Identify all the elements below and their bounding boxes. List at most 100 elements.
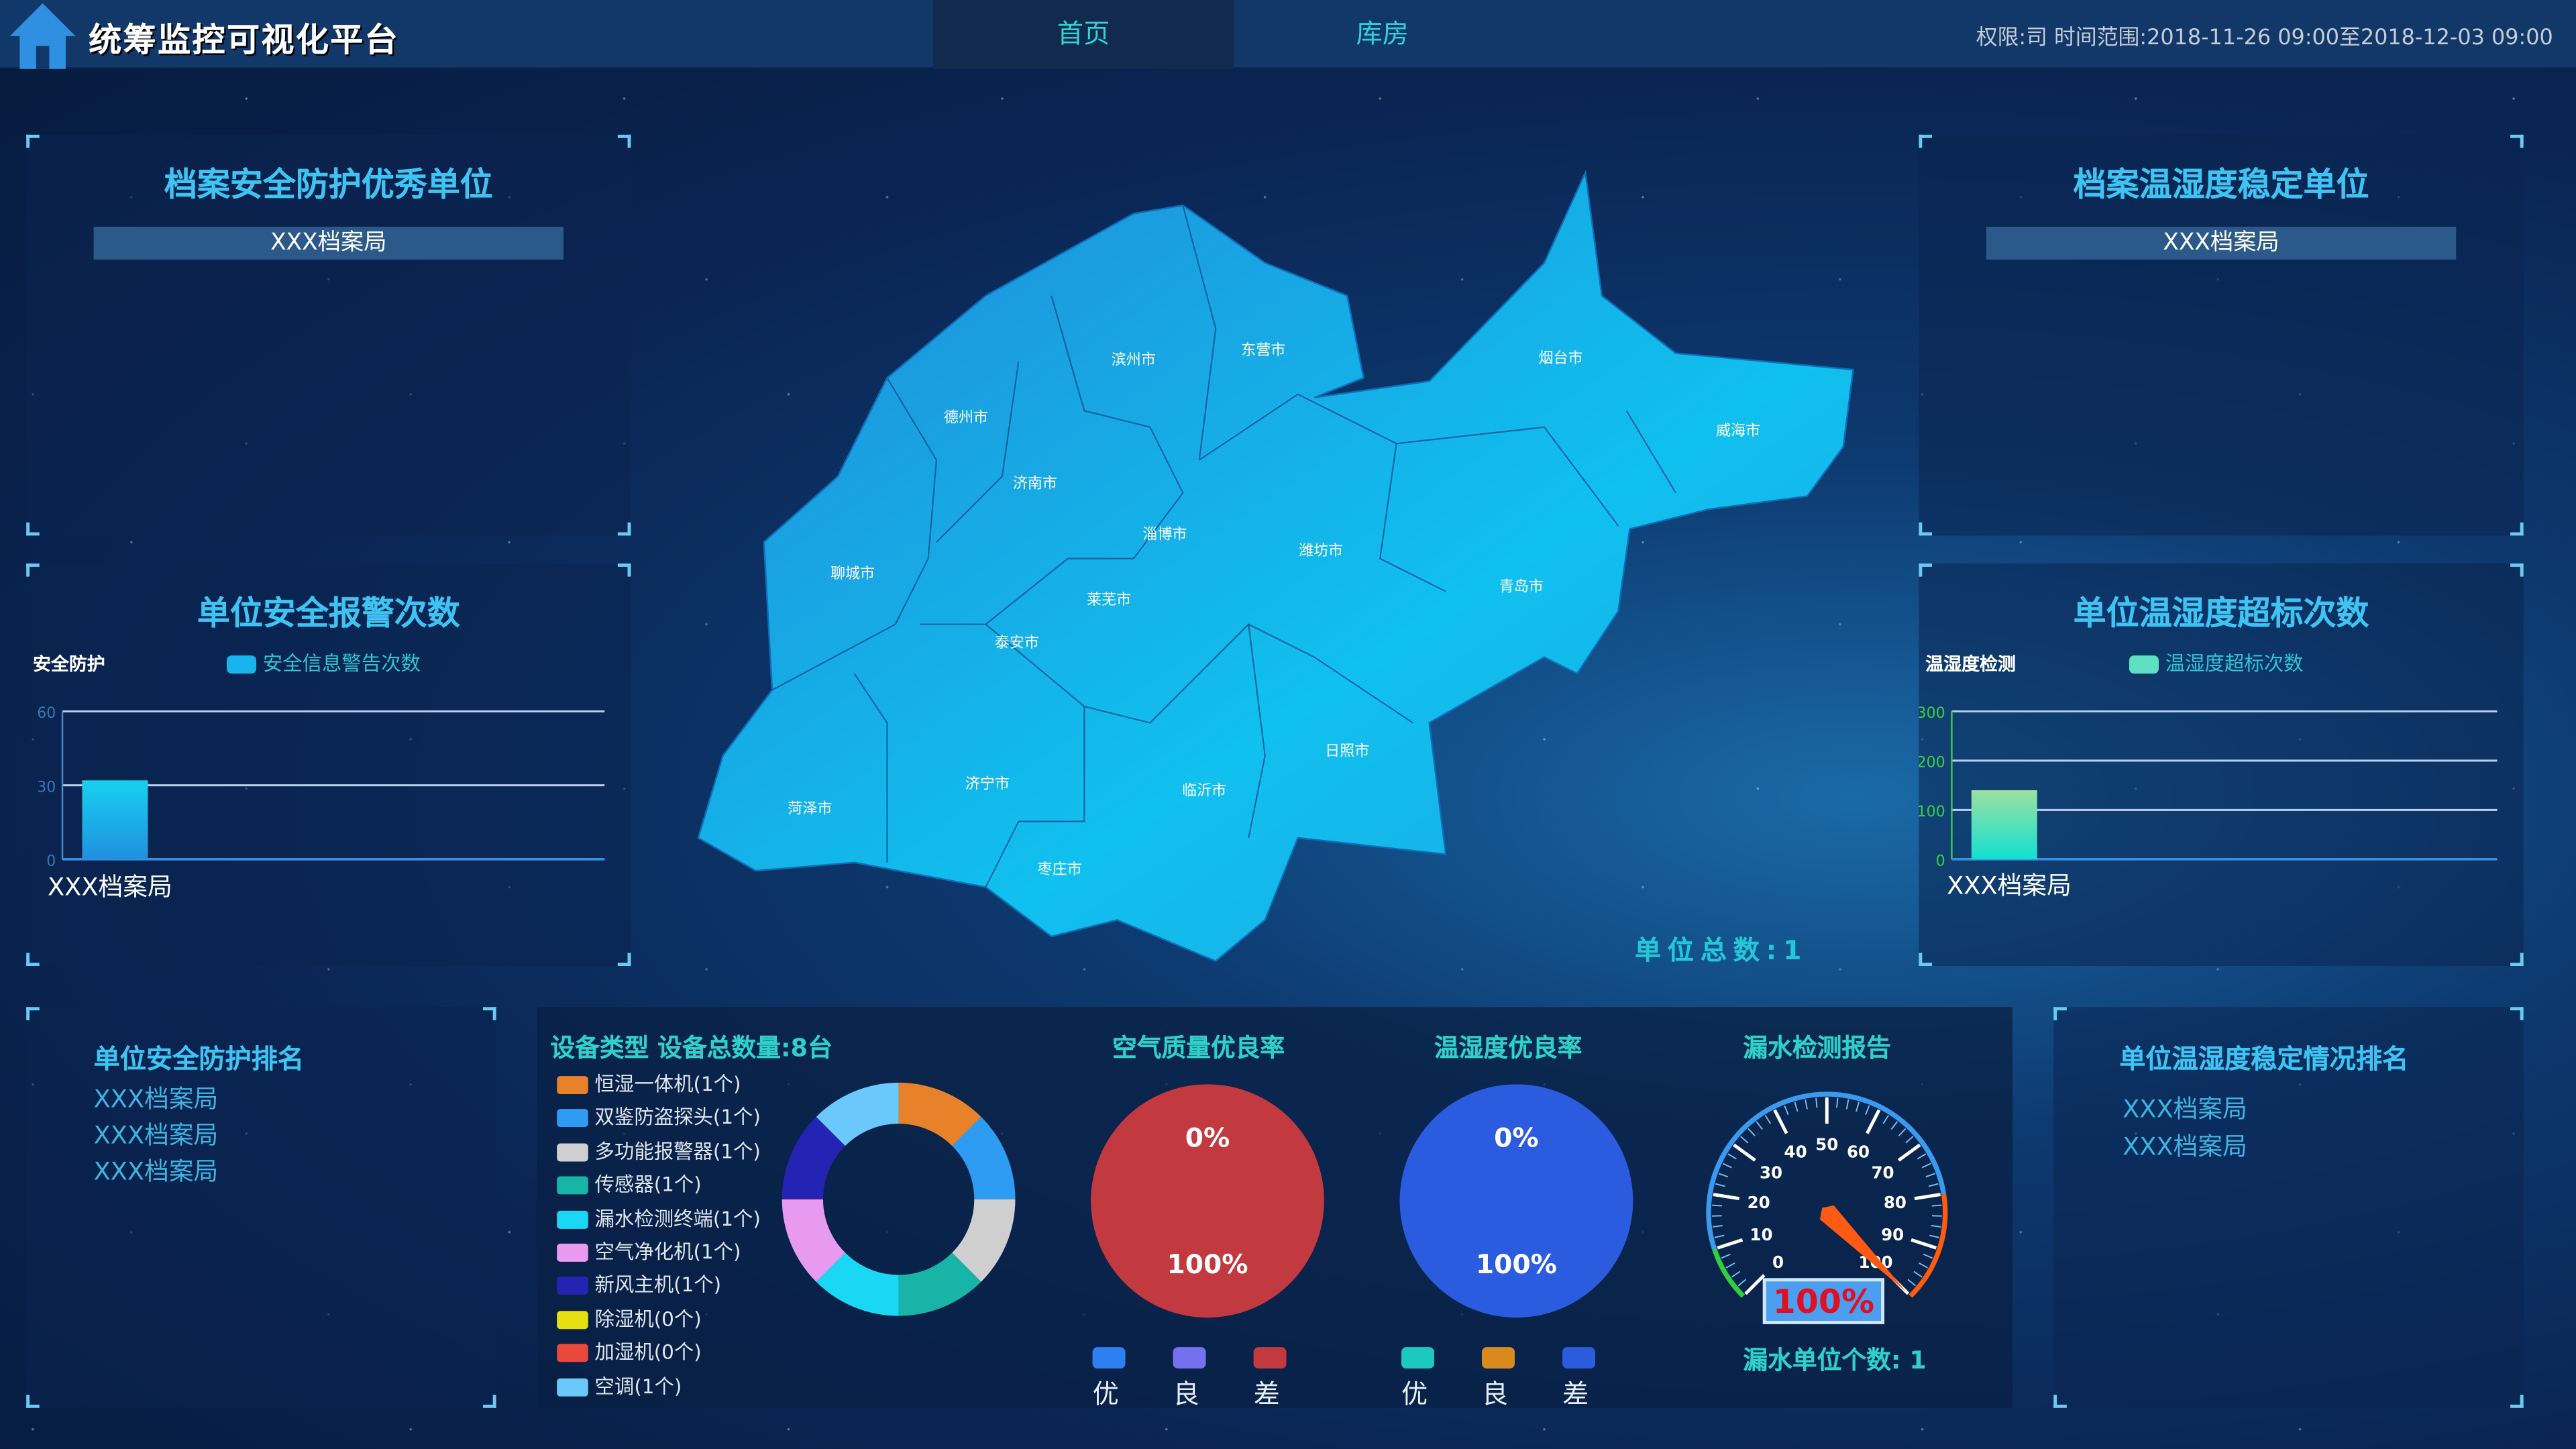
bar-chart: 0 100 200 300: [1919, 705, 2498, 870]
ranking-item[interactable]: XXX档案局: [93, 1084, 219, 1114]
security-alarm-panel: 单位安全报警次数 安全防护 安全信息警告次数 0 30 60 XXX档案局: [26, 564, 631, 967]
gauge-tick: [1805, 1099, 1808, 1110]
gauge-tick-label: 40: [1784, 1142, 1807, 1162]
city-label: 济南市: [1013, 475, 1057, 492]
legend-item[interactable]: 良: [1481, 1340, 1521, 1411]
bar: [1971, 790, 2037, 859]
donut-slice: [782, 1199, 845, 1282]
permission-time-range: 权限:司 时间范围:2018-11-26 09:00至2018-12-03 09…: [1976, 26, 2553, 51]
legend-swatch: [557, 1344, 588, 1362]
legend-item[interactable]: 空调(1个): [557, 1369, 682, 1402]
tab-home[interactable]: 首页: [933, 0, 1234, 69]
gauge-tick: [1733, 1143, 1756, 1162]
gauge-tick-label: 0: [1772, 1252, 1784, 1272]
gauge-tick: [1715, 1183, 1725, 1187]
legend-item[interactable]: 双鉴防盗探头(1个): [557, 1102, 761, 1134]
city-label: 德州市: [944, 409, 988, 426]
donut-slice: [816, 1082, 899, 1146]
ranking-title: 单位温湿度稳定情况排名: [2119, 1043, 2409, 1075]
gauge-tick: [1931, 1225, 1941, 1228]
city-label: 日照市: [1325, 743, 1369, 760]
ranking-item[interactable]: XXX档案局: [2123, 1094, 2247, 1124]
gauge-value-box: 100%: [1762, 1278, 1885, 1324]
city-label: 临沂市: [1182, 782, 1226, 799]
humidity-exceed-panel: 单位温湿度超标次数 温湿度检测 温湿度超标次数 0 100 200 300 XXX档案…: [1919, 564, 2524, 967]
y-tick-label: 0: [46, 853, 56, 870]
y-tick-label: 60: [37, 705, 56, 722]
gauge-tick: [1764, 1115, 1772, 1124]
donut-slice: [952, 1116, 1016, 1199]
legend-item[interactable]: 差: [1253, 1340, 1293, 1411]
unit-name: XXX档案局: [1986, 226, 2457, 260]
legend-item[interactable]: 除湿机(0个): [557, 1303, 702, 1336]
city-label: 枣庄市: [1038, 861, 1082, 878]
legend-item[interactable]: 漏水检测终端(1个): [557, 1202, 761, 1235]
legend-item[interactable]: 加湿机(0个): [557, 1336, 702, 1368]
legend-item[interactable]: 优: [1092, 1340, 1132, 1411]
gauge-tick: [1921, 1163, 1931, 1169]
legend-label: 多功能报警器(1个): [594, 1140, 761, 1163]
gauge-tick: [1713, 1225, 1723, 1228]
legend-swatch: [557, 1377, 588, 1396]
bar: [82, 780, 148, 859]
legend-item[interactable]: 差: [1562, 1340, 1602, 1411]
city-label: 滨州市: [1112, 352, 1156, 369]
gauge-tick: [1740, 1136, 1749, 1144]
ranking-item[interactable]: XXX档案局: [93, 1120, 219, 1150]
legend-swatch: [1092, 1347, 1126, 1369]
legend-swatch: [557, 1076, 588, 1095]
city-label: 泰安市: [995, 635, 1039, 651]
y-tick-label: 100: [1919, 804, 1945, 820]
gauge-tick-label: 10: [1750, 1225, 1772, 1244]
legend-label: 空气净化机(1个): [594, 1240, 741, 1264]
city-label: 东营市: [1241, 342, 1285, 359]
legend-item[interactable]: 新风主机(1个): [557, 1269, 721, 1302]
legend-item[interactable]: 传感器(1个): [557, 1169, 702, 1201]
y-axis-label: 安全防护: [32, 653, 105, 676]
gauge-tick: [1905, 1136, 1914, 1144]
legend-label: 除湿机(0个): [594, 1307, 702, 1331]
gauge-tick: [1748, 1128, 1756, 1136]
gauge-needle: [1819, 1205, 1907, 1292]
legend-label: 优: [1092, 1378, 1119, 1410]
gauge-tick-label: 90: [1881, 1225, 1904, 1244]
security-ranking-panel: 单位安全防护排名 XXX档案局 XXX档案局 XXX档案局: [26, 1007, 496, 1408]
device-donut-chart: [782, 1082, 1016, 1316]
gauge-tick: [1919, 1263, 1928, 1269]
ranking-item[interactable]: XXX档案局: [2123, 1132, 2247, 1162]
panel-title: 档案安全防护优秀单位: [164, 164, 493, 204]
legend-item[interactable]: 优: [1401, 1340, 1441, 1411]
gauge-tick: [1866, 1109, 1881, 1134]
app-title: 统筹监控可视化平台: [89, 19, 400, 60]
legend-item[interactable]: 良: [1173, 1340, 1213, 1411]
chart-legend[interactable]: 安全信息警告次数: [226, 649, 421, 677]
tab-warehouse[interactable]: 库房: [1356, 17, 1409, 50]
chart-legend[interactable]: 温湿度超标次数: [2129, 649, 2304, 677]
leak-unit-count: 漏水单位个数: 1: [1743, 1345, 1927, 1375]
legend-item[interactable]: 空气净化机(1个): [557, 1236, 741, 1269]
legend-swatch: [1173, 1347, 1206, 1369]
legend-label: 安全信息警告次数: [262, 652, 421, 676]
gauge-tick: [1727, 1153, 1737, 1160]
legend-swatch: [557, 1143, 588, 1161]
unit-total: 单位总数:1: [1634, 934, 1809, 967]
pie-bottom-label: 100%: [1475, 1248, 1557, 1280]
legend-label: 加湿机(0个): [594, 1340, 702, 1364]
humidity-ranking-panel: 单位温湿度稳定情况排名 XXX档案局 XXX档案局: [2053, 1007, 2524, 1408]
gauge-tick: [1721, 1253, 1731, 1259]
gauge-tick: [1928, 1183, 1939, 1187]
legend-label: 优: [1401, 1378, 1428, 1410]
city-borders: [771, 205, 1676, 888]
humidity-rate-title: 温湿度优良率: [1434, 1033, 1582, 1063]
city-label: 聊城市: [830, 566, 875, 582]
legend-item[interactable]: 恒湿一体机(1个): [557, 1068, 741, 1101]
legend-item[interactable]: 多功能报警器(1个): [557, 1135, 761, 1168]
gauge-tick: [1718, 1173, 1729, 1178]
city-label: 潍坊市: [1299, 543, 1343, 559]
ranking-item[interactable]: XXX档案局: [93, 1157, 219, 1187]
gauge-arc-blue: [1706, 1091, 1947, 1250]
gauge-tick: [1712, 1204, 1722, 1207]
legend-swatch: [557, 1277, 588, 1295]
gauge-tick: [1929, 1234, 1939, 1238]
